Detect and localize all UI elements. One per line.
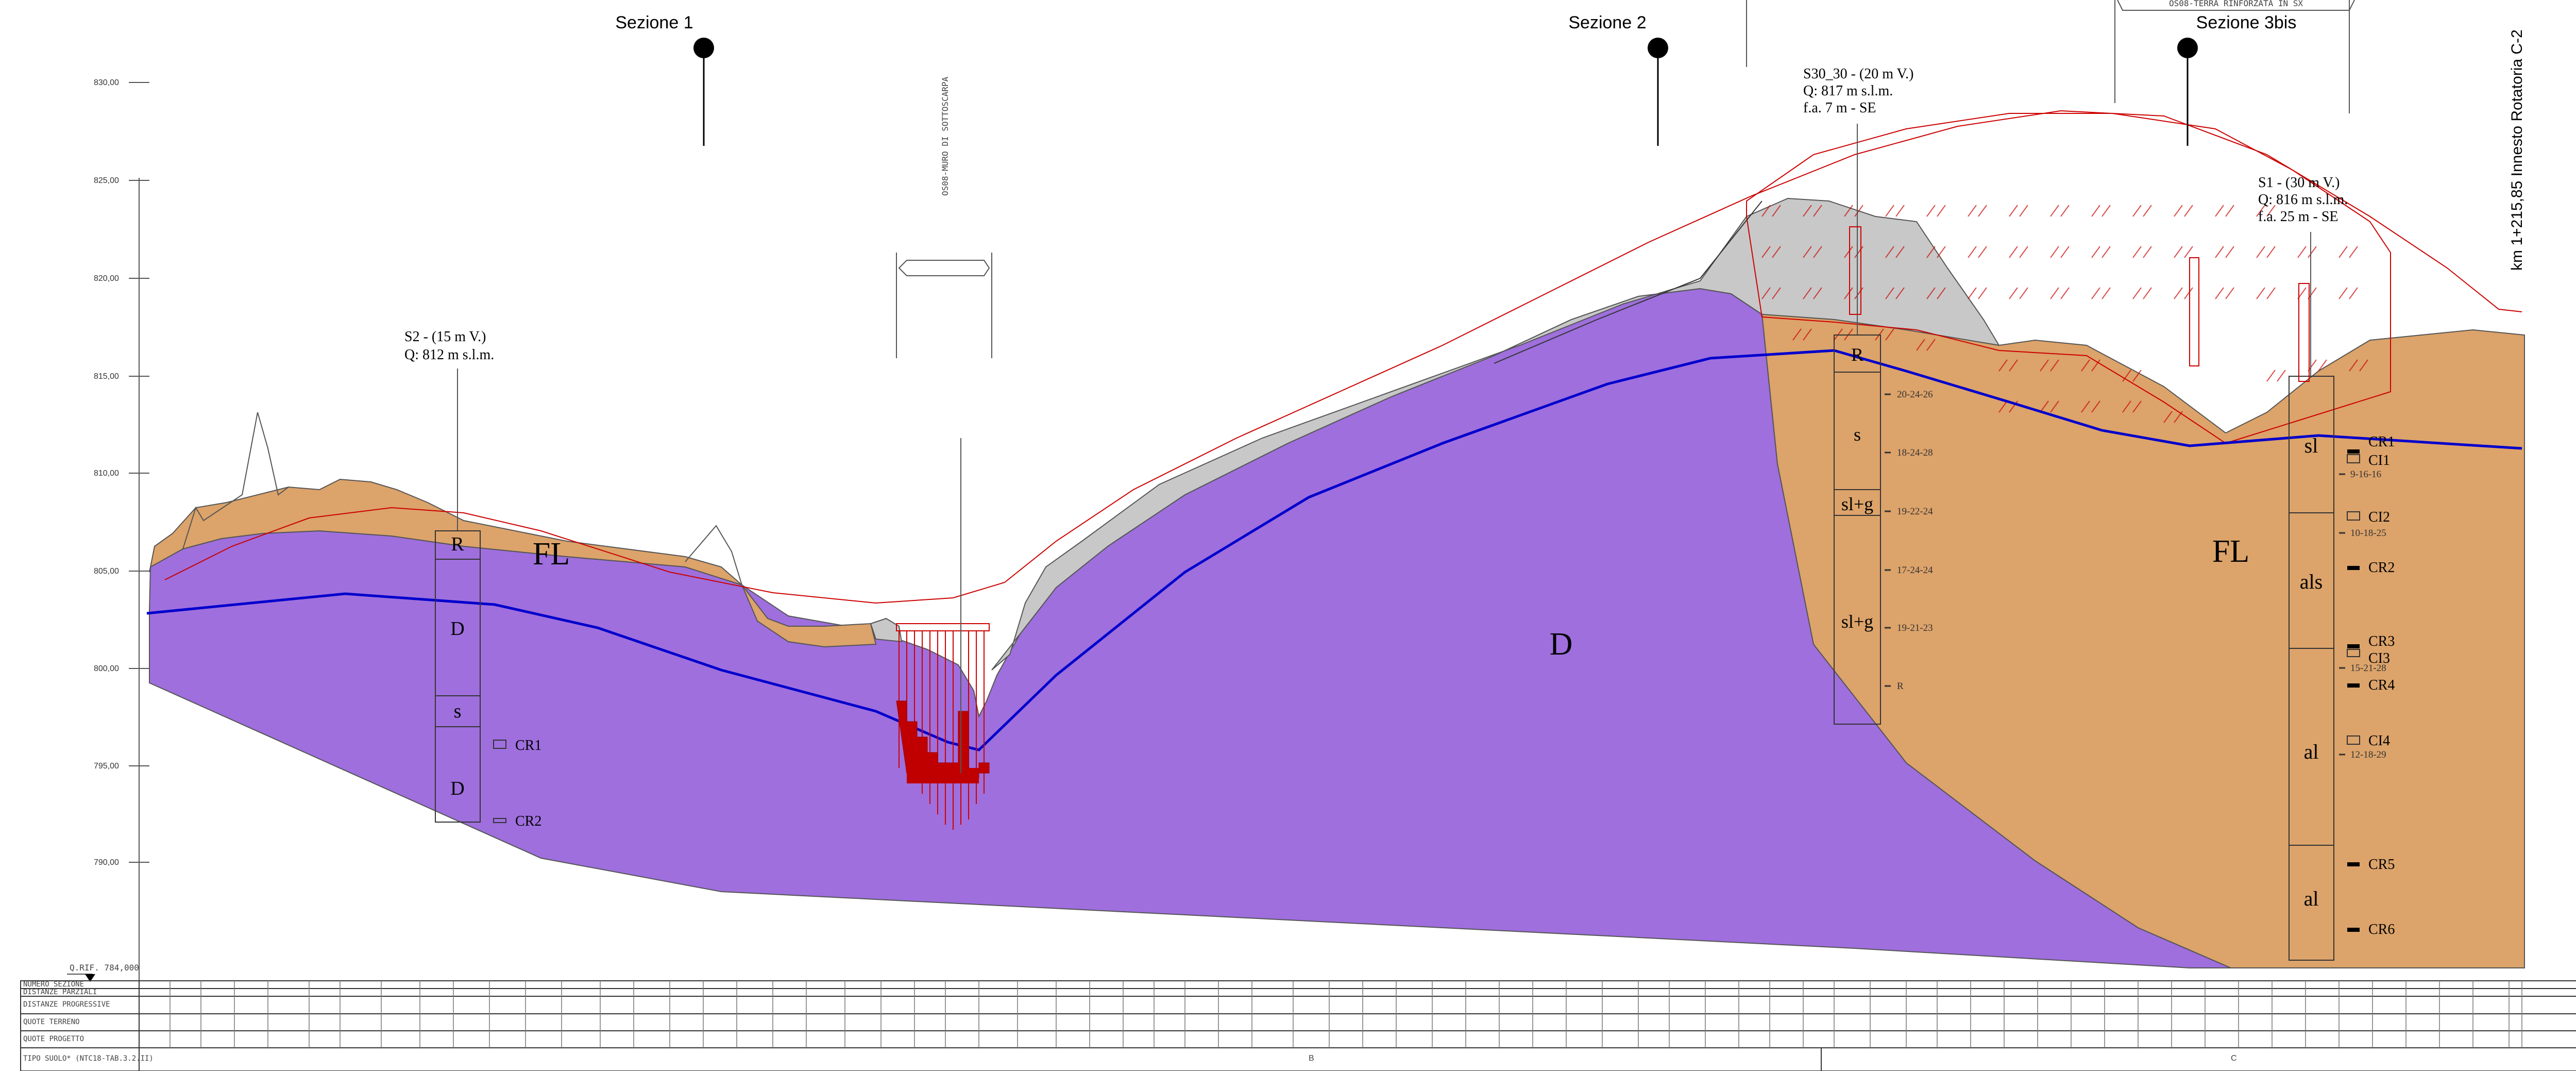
s1-layer-als: als (2300, 570, 2323, 593)
s2-layer-d2: D (450, 778, 464, 799)
elev-830: 830,00 (94, 78, 119, 87)
s1-fa: f.a. 25 m - SE (2258, 209, 2338, 225)
profile-table: Q.RIF. 784,000 NUMERO SEZIONE DISTANZE P… (20, 963, 2576, 1071)
fl-label-left: FL (533, 537, 570, 572)
s30-spt-5: 19-21-23 (1897, 623, 1933, 633)
s1-sample-cr3: CR3 (2368, 633, 2395, 649)
row-distanze-progressive: DISTANZE PROGRESSIVE (23, 1000, 110, 1009)
reinforced-earth-outline (1746, 113, 2391, 444)
s1-spt-1: 9-16-16 (2350, 469, 2381, 480)
row-numero-sezione: NUMERO SEZIONE (23, 980, 84, 989)
fill-grey-embankment (991, 197, 2000, 671)
borehole-s2: S2 - (15 m V.) Q: 812 m s.l.m. R D s D C… (404, 329, 541, 829)
section-2-label: Sezione 2 (1568, 13, 1646, 32)
borehole-s30: S30_30 - (20 m V.) Q: 817 m s.l.m. f.a. … (1803, 66, 1933, 725)
s1-layer-sl: sl (2304, 434, 2318, 457)
s30-layer-r: R (1851, 344, 1863, 365)
s1-sample-ci1: CI1 (2368, 453, 2390, 468)
s30-layer-slg2: sl+g (1841, 611, 1873, 632)
s1-layer-al1: al (2304, 740, 2319, 763)
s30-layer-slg1: sl+g (1841, 494, 1873, 514)
s2-sample-cr2: CR2 (515, 813, 541, 829)
section-3bis-label: Sezione 3bis (2196, 13, 2297, 32)
soil-type-b: B (1309, 1054, 1314, 1063)
reinforced-earth-hatch (1761, 205, 2368, 423)
section-marker-3bis (2177, 38, 2198, 146)
section-marker-2 (1648, 38, 1668, 146)
s1-sample-ci4: CI4 (2368, 733, 2390, 749)
s1-sample-cr5: CR5 (2368, 857, 2395, 873)
s2-quota: Q: 812 m s.l.m. (404, 347, 494, 363)
s30-layer-s: s (1854, 424, 1861, 445)
elev-820: 820,00 (94, 274, 119, 283)
project-profile-line (164, 110, 2522, 604)
s30-spt-4: 17-24-24 (1897, 565, 1933, 576)
s1-sample-cr2: CR2 (2368, 560, 2395, 576)
wall-annotation: OS08-MURO DI SOTTOSCARPA (896, 76, 992, 358)
terrain-spike-left (182, 412, 289, 549)
qrif-label: Q.RIF. 784,000 (70, 963, 139, 973)
fill-grey-left (870, 617, 903, 643)
s2-sample-cr1: CR1 (515, 738, 541, 754)
s2-layer-s: s (454, 700, 462, 722)
s30-spt-1: 20-24-26 (1897, 389, 1933, 400)
s30-fa: f.a. 7 m - SE (1803, 100, 1876, 116)
s2-title: S2 - (15 m V.) (404, 329, 486, 345)
elev-790: 790,00 (94, 858, 119, 867)
s1-sample-cr4: CR4 (2368, 677, 2395, 693)
s30-quota: Q: 817 m s.l.m. (1803, 83, 1893, 99)
reinforced-label: OS08-TERRA RINFORZATA IN SX (2169, 0, 2303, 8)
s1-quota: Q: 816 m s.l.m. (2258, 192, 2348, 208)
s1-sample-cr6: CR6 (2368, 922, 2395, 938)
borehole-s1: S1 - (30 m V.) Q: 816 m s.l.m. f.a. 25 m… (2189, 175, 2395, 961)
section-1-label: Sezione 1 (615, 13, 693, 32)
s1-sample-ci2: CI2 (2368, 509, 2390, 525)
s30-spt-6: R (1897, 681, 1904, 692)
elevation-axis: 830,00 825,00 820,00 815,00 810,00 805,0… (94, 78, 149, 1071)
s1-spt-4: 12-18-29 (2350, 749, 2386, 760)
section-marker-1 (693, 38, 714, 146)
s1-spt-3: 15-21-28 (2350, 663, 2386, 674)
soil-type-c: C (2231, 1054, 2237, 1063)
s1-sample-cr1: CR1 (2368, 434, 2395, 450)
s30-title: S30_30 - (20 m V.) (1803, 66, 1913, 82)
row-tipo-suolo: TIPO SUOLO* (NTC18-TAB.3.2.II) (23, 1055, 154, 1063)
terrain-spike-mid (685, 525, 742, 585)
s2-layer-d1: D (450, 618, 464, 640)
d-label: D (1550, 627, 1573, 662)
water-table-line (146, 349, 2522, 751)
elev-800: 800,00 (94, 664, 119, 673)
row-distanze-parziali: DISTANZE PARZIALI (23, 988, 97, 996)
elev-815: 815,00 (94, 372, 119, 381)
reinforced-earth-annotation: OS08-TERRA RINFORZATA IN SX (1746, 0, 2355, 113)
s2-layer-r: R (451, 533, 464, 555)
terrain-line (1494, 200, 1762, 364)
row-quote-terreno: QUOTE TERRENO (23, 1018, 80, 1026)
s1-layer-al2: al (2304, 887, 2319, 910)
s30-spt-2: 18-24-28 (1897, 447, 1933, 458)
row-quote-progetto: QUOTE PROGETTO (23, 1035, 84, 1043)
s1-spt-2: 10-18-25 (2350, 528, 2386, 539)
retaining-wall-piles (896, 623, 990, 830)
elev-825: 825,00 (94, 176, 119, 185)
fl-label-right: FL (2212, 534, 2249, 569)
wall-label: OS08-MURO DI SOTTOSCARPA (940, 76, 950, 196)
elev-810: 810,00 (94, 469, 119, 478)
km-label: km 1+215,85 Innesto Rotatoria C-2 (2509, 29, 2526, 271)
s1-sample-ci3: CI3 (2368, 650, 2390, 666)
elev-795: 795,00 (94, 762, 119, 771)
s30-spt-3: 19-22-24 (1897, 506, 1933, 517)
elev-805: 805,00 (94, 567, 119, 576)
s1-title: S1 - (30 m V.) (2258, 175, 2340, 191)
